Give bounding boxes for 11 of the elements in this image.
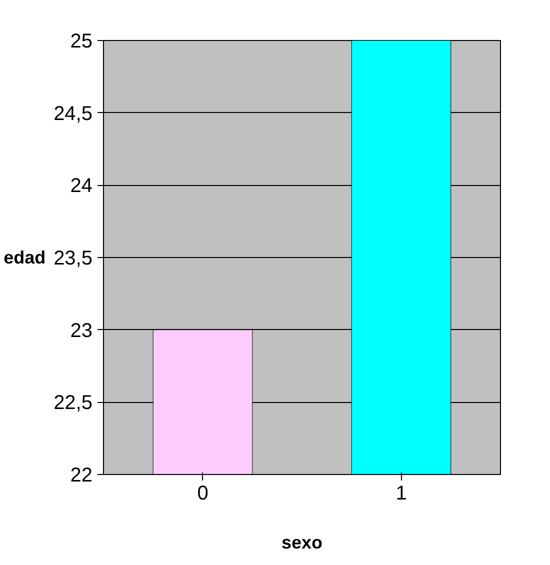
x-tick-label: 0 xyxy=(197,482,208,504)
y-tick-label: 22,5 xyxy=(54,392,93,414)
y-tick-label: 23 xyxy=(70,320,93,342)
y-tick-label: 24 xyxy=(70,175,93,198)
y-axis-title: edad xyxy=(4,248,46,268)
x-tick-label: 1 xyxy=(396,482,407,504)
y-tick-label: 23,5 xyxy=(54,248,93,270)
x-axis-title: sexo xyxy=(281,532,323,552)
y-tick-label: 25 xyxy=(70,30,93,52)
y-tick-label: 24,5 xyxy=(54,102,93,125)
y-tick-label: 22 xyxy=(70,464,93,486)
